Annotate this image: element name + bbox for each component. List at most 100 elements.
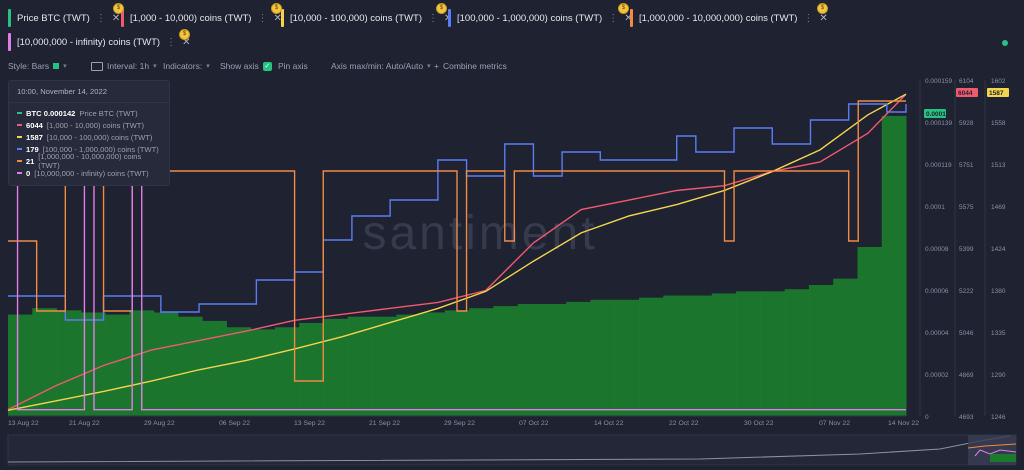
more-options-icon[interactable]: ⋮ [803,12,814,24]
interval-selector[interactable]: Interval: 1h ▾ [91,58,157,74]
tooltip-row: 1587 [10,000 - 100,000) coins (TWT) [9,131,169,143]
metric-chip-1k-10k[interactable]: [1,000 - 10,000) coins (TWT) ⋮ ✕ $ [113,3,288,27]
price-bar [566,301,591,416]
axis-tick-label: 5046 [959,330,974,337]
axis-tick-label: 0.00004 [925,330,949,337]
close-icon[interactable]: ✕ [273,12,282,24]
series-line [8,103,907,321]
axis-tick-label: 1246 [991,414,1006,421]
coin-icon: $ [113,3,124,14]
axis-tick-label: 0.00002 [925,372,949,379]
indicators-label: Indicators: [163,61,203,71]
chevron-down-icon: ▾ [63,63,67,70]
series-marker [17,172,22,174]
range-navigator[interactable] [7,434,1017,466]
coin-icon: $ [436,3,447,14]
metric-color-swatch [8,9,11,27]
show-axis-toggle[interactable]: Show axis ✓ [220,58,272,74]
metric-chip-100k-1m[interactable]: [100,000 - 1,000,000) coins (TWT) ⋮ ✕ $ [436,3,639,27]
price-bar [833,278,858,416]
axis-holders-10k-100k: 1246 1290 1335 1380 1424 1469 1513 1558 1602 [984,78,1006,421]
close-icon[interactable]: ✕ [624,12,633,24]
x-tick-label: 30 Oct 22 [744,420,774,427]
x-tick-label: 06 Sep 22 [219,420,250,427]
metric-color-swatch [121,9,124,27]
metric-color-swatch [630,9,633,27]
more-options-icon[interactable]: ⋮ [95,12,106,24]
price-bar [372,316,397,416]
indicators-selector[interactable]: Indicators: ▾ [163,58,210,74]
price-bar [687,295,713,416]
price-bar [760,291,786,416]
tooltip-series-name: [10,000,000 - infinity) coins (TWT) [34,168,149,178]
price-bar [8,314,33,416]
chevron-down-icon: ▾ [153,63,157,70]
tooltip-series-name: [1,000,000 - 10,000,000) coins (TWT) [38,152,142,170]
value-marker-label: 1587 [989,90,1004,97]
more-options-icon[interactable]: ⋮ [428,12,438,24]
price-bar [105,314,130,416]
value-marker [924,109,946,118]
series-marker [17,148,22,150]
more-options-icon[interactable]: ⋮ [608,12,619,24]
tooltip-value: 179 [26,144,39,154]
watermark: santiment [362,207,597,260]
pin-axis-toggle[interactable]: Pin axis [278,58,308,74]
price-bar [784,289,810,416]
series-marker [17,124,22,126]
price-bar [177,316,203,416]
value-markers: 0.000143 6044 1587 [924,88,1009,118]
close-icon[interactable]: ✕ [819,12,828,24]
close-icon[interactable]: ✕ [111,12,121,24]
price-bar [226,327,252,416]
style-selector[interactable]: Style: Bars ▾ [8,58,67,74]
tooltip-row: 0 [10,000,000 - infinity) coins (TWT) [9,167,169,179]
chart-canvas[interactable]: santiment 00.000020.000040.000060.000080… [0,74,1024,470]
series-line [7,93,907,412]
coin-icon: $ [179,29,190,40]
tooltip-value: 1587 [26,132,43,142]
pin-axis-label: Pin axis [278,61,308,71]
price-bar [614,299,640,416]
series-marker [17,160,22,162]
tooltip-row: BTC 0.000142 Price BTC (TWT) [9,107,169,119]
price-bar [517,304,543,416]
axis-tick-label: 1290 [991,372,1006,379]
plus-icon: + [434,61,439,71]
x-tick-label: 14 Oct 22 [594,420,624,427]
price-bar [153,312,179,416]
calendar-icon [91,61,103,71]
axis-minmax-selector[interactable]: Axis max/min: Auto/Auto ▾ [331,58,431,74]
axis-tick-label: 1380 [991,288,1006,295]
navigator-track [7,434,1017,466]
tooltip-rows: BTC 0.000142 Price BTC (TWT) 6044 [1,000 - … [9,103,169,185]
x-tick-label: 07 Oct 22 [519,420,549,427]
price-bar [663,295,689,416]
combine-metrics-button[interactable]: + Combine metrics [434,58,507,74]
tooltip-row: 21 [1,000,000 - 10,000,000) coins (TWT) [9,152,169,170]
price-bar [493,306,519,416]
checkbox-checked-icon[interactable]: ✓ [262,61,272,71]
x-tick-label: 13 Sep 22 [294,420,325,427]
metric-chip-1m-10m[interactable]: [1,000,000 - 10,000,000) coins (TWT) ⋮ ✕… [618,3,834,27]
close-icon[interactable]: ✕ [182,36,191,48]
metric-chip-label: [10,000 - 100,000) coins (TWT) [290,12,422,24]
axis-tick-label: 0.000139 [925,120,952,127]
style-label: Style: Bars [8,61,50,71]
more-options-icon[interactable]: ⋮ [166,36,177,48]
more-options-icon[interactable]: ⋮ [257,12,268,24]
color-square-icon [53,63,60,69]
price-bar [299,323,325,416]
metric-chip-10m-inf[interactable]: [10,000,000 - infinity) coins (TWT) ⋮ ✕ [8,33,196,51]
price-bar [590,299,616,416]
price-bar [469,308,494,416]
metric-chip-price[interactable]: Price BTC (TWT) ⋮ ✕ [8,9,126,27]
price-bar [857,246,883,416]
price-bar [711,293,737,416]
metric-chip-label: [1,000 - 10,000) coins (TWT) [130,12,252,24]
metric-color-swatch [281,9,284,27]
axis-holders-1k-10k: 4693 4869 5046 5222 5399 5575 5751 5928 6104 [954,78,974,421]
metric-chip-10k-100k[interactable]: [10,000 - 100,000) coins (TWT) ⋮ ✕ $ [271,3,458,27]
x-tick-label: 29 Sep 22 [444,420,475,427]
x-tick-label: 21 Sep 22 [369,420,400,427]
